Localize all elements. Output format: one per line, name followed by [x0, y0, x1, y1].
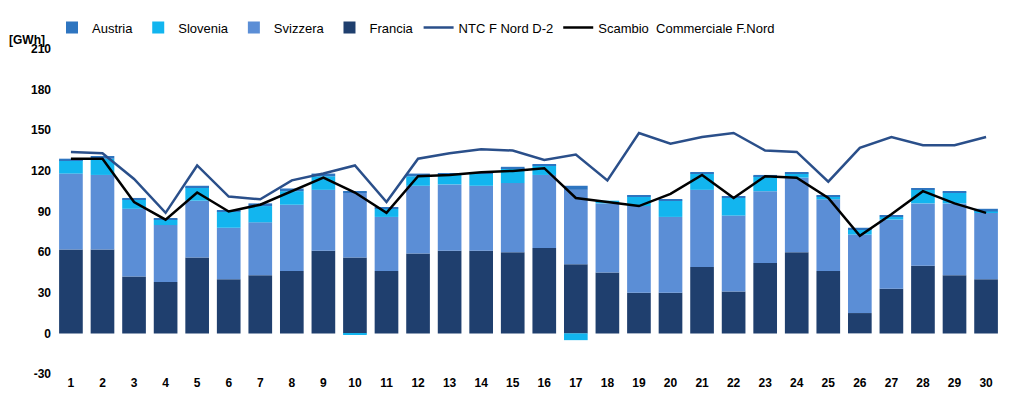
svg-text:7: 7 [257, 376, 264, 390]
svg-text:6: 6 [225, 376, 232, 390]
svg-text:27: 27 [885, 376, 899, 390]
svg-text:150: 150 [31, 123, 51, 137]
svg-text:4: 4 [162, 376, 169, 390]
svg-text:14: 14 [474, 376, 488, 390]
svg-text:Francia: Francia [369, 21, 413, 36]
svg-text:NTC F Nord D-2: NTC F Nord D-2 [459, 21, 554, 36]
svg-text:25: 25 [822, 376, 836, 390]
svg-text:1: 1 [68, 376, 75, 390]
svg-text:24: 24 [790, 376, 804, 390]
svg-text:18: 18 [601, 376, 615, 390]
svg-text:9: 9 [320, 376, 327, 390]
svg-text:Scambio Commerciale F.Nord: Scambio Commerciale F.Nord [598, 21, 774, 36]
svg-text:210: 210 [31, 42, 51, 56]
svg-text:22: 22 [727, 376, 741, 390]
svg-text:21: 21 [695, 376, 709, 390]
svg-text:11: 11 [380, 376, 393, 390]
svg-text:23: 23 [758, 376, 772, 390]
svg-text:60: 60 [38, 245, 52, 259]
svg-text:13: 13 [443, 376, 457, 390]
svg-text:17: 17 [569, 376, 583, 390]
svg-text:30: 30 [979, 376, 993, 390]
svg-text:[GWh]: [GWh] [9, 33, 45, 47]
svg-text:10: 10 [348, 376, 362, 390]
svg-text:19: 19 [632, 376, 646, 390]
svg-text:16: 16 [538, 376, 552, 390]
svg-text:28: 28 [916, 376, 930, 390]
svg-text:180: 180 [31, 83, 51, 97]
svg-text:15: 15 [506, 376, 520, 390]
svg-text:5: 5 [194, 376, 201, 390]
svg-text:0: 0 [44, 327, 51, 341]
svg-text:30: 30 [38, 286, 52, 300]
svg-text:Austria: Austria [92, 21, 133, 36]
svg-text:Slovenia: Slovenia [178, 21, 229, 36]
svg-text:90: 90 [38, 205, 52, 219]
svg-text:2: 2 [99, 376, 106, 390]
svg-text:29: 29 [948, 376, 962, 390]
svg-text:12: 12 [411, 376, 425, 390]
svg-text:3: 3 [131, 376, 138, 390]
svg-text:120: 120 [31, 164, 51, 178]
svg-text:8: 8 [288, 376, 295, 390]
svg-text:Svizzera: Svizzera [274, 21, 325, 36]
svg-text:-30: -30 [34, 367, 52, 381]
svg-text:26: 26 [853, 376, 867, 390]
svg-text:20: 20 [664, 376, 678, 390]
